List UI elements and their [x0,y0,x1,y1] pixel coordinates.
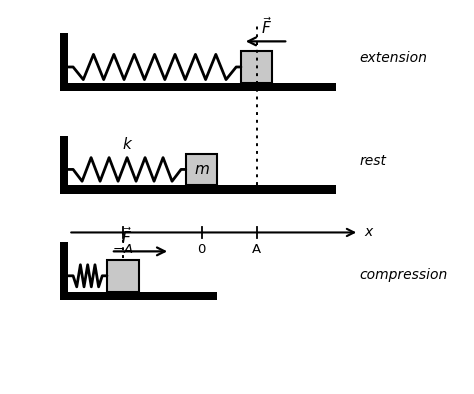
Text: $-A$: $-A$ [112,243,133,256]
Bar [186,154,217,185]
Text: x: x [364,225,372,240]
Text: rest: rest [359,154,386,167]
Text: 0: 0 [197,243,206,256]
Bar [107,260,138,292]
Text: $\vec{F}$: $\vec{F}$ [121,227,132,247]
Bar [60,242,68,292]
Text: m: m [194,162,209,177]
Text: extension: extension [359,51,427,65]
Bar [60,292,217,300]
Bar [60,83,336,91]
Bar [241,51,273,83]
Text: $\vec{F}$: $\vec{F}$ [261,17,272,37]
Bar [60,185,336,194]
Text: A: A [252,243,261,256]
Text: k: k [123,137,131,152]
Bar [60,136,68,185]
Bar [60,33,68,83]
Text: compression: compression [359,268,447,282]
